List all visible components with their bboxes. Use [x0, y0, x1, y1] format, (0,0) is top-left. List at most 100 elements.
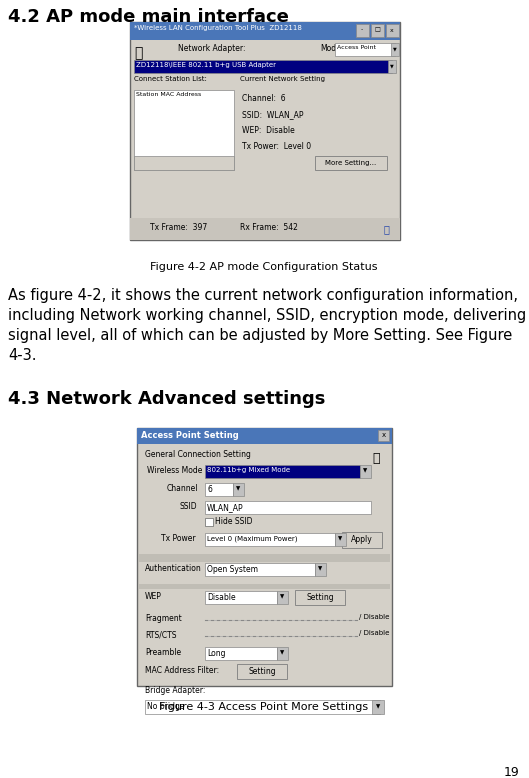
- Text: ▼: ▼: [376, 705, 380, 710]
- Text: Long: Long: [207, 649, 225, 658]
- Bar: [386, 24, 399, 37]
- Text: WEP:  Disable: WEP: Disable: [242, 126, 295, 135]
- Text: ▼: ▼: [393, 47, 397, 51]
- Text: including Network working channel, SSID, encryption mode, delivering: including Network working channel, SSID,…: [8, 308, 526, 323]
- Text: 4.2 AP mode main interface: 4.2 AP mode main interface: [8, 8, 289, 26]
- Bar: [205, 501, 371, 514]
- Text: Setting: Setting: [248, 668, 276, 677]
- Text: Setting: Setting: [306, 594, 334, 602]
- Text: WEP: WEP: [145, 592, 162, 601]
- Bar: [388, 60, 396, 73]
- Text: ▼: ▼: [363, 468, 367, 474]
- Text: Current Network Setting: Current Network Setting: [240, 76, 325, 82]
- Bar: [134, 156, 234, 170]
- Text: Tx Power: Tx Power: [161, 534, 196, 543]
- Text: WLAN_AP: WLAN_AP: [207, 503, 244, 512]
- Text: Figure 4-3 Access Point More Settings: Figure 4-3 Access Point More Settings: [159, 702, 369, 712]
- Text: No bridge: No bridge: [147, 702, 185, 711]
- Text: Station MAC Address: Station MAC Address: [136, 92, 201, 97]
- Text: ▼: ▼: [236, 486, 240, 492]
- Bar: [139, 584, 390, 589]
- Bar: [356, 24, 369, 37]
- Text: Tx Frame:  397: Tx Frame: 397: [150, 223, 207, 232]
- Text: Channel: Channel: [167, 484, 198, 493]
- Bar: [205, 647, 277, 660]
- Bar: [137, 428, 392, 444]
- Bar: [378, 430, 389, 441]
- Bar: [130, 22, 400, 240]
- Bar: [139, 554, 390, 562]
- Text: Hide SSID: Hide SSID: [215, 517, 252, 526]
- Text: ZD12118\IEEE 802.11 b+g USB Adapter: ZD12118\IEEE 802.11 b+g USB Adapter: [136, 62, 276, 68]
- Text: Mode:: Mode:: [320, 44, 343, 53]
- Bar: [137, 428, 392, 686]
- Bar: [335, 43, 395, 56]
- Bar: [277, 591, 288, 604]
- Bar: [371, 24, 384, 37]
- Bar: [360, 465, 371, 478]
- Text: Bridge Adapter:: Bridge Adapter:: [145, 686, 205, 695]
- Text: ▼: ▼: [318, 566, 322, 572]
- Text: Open System: Open System: [207, 565, 258, 574]
- Bar: [205, 533, 335, 546]
- Text: Disable: Disable: [207, 593, 235, 602]
- Bar: [205, 465, 360, 478]
- Text: ▼: ▼: [280, 650, 284, 656]
- Bar: [134, 170, 234, 184]
- Text: Authentication: Authentication: [145, 564, 202, 573]
- Text: x: x: [390, 27, 394, 33]
- Text: signal level, all of which can be adjusted by More Setting. See Figure: signal level, all of which can be adjust…: [8, 328, 512, 343]
- Text: 19: 19: [503, 766, 519, 778]
- Text: Wireless Mode: Wireless Mode: [147, 466, 203, 475]
- Text: RTS/CTS: RTS/CTS: [145, 630, 177, 639]
- Bar: [134, 60, 392, 73]
- Text: Figure 4-2 AP mode Configuration Status: Figure 4-2 AP mode Configuration Status: [150, 262, 378, 272]
- Text: Channel:  6: Channel: 6: [242, 94, 286, 103]
- Text: MAC Address Filter:: MAC Address Filter:: [145, 666, 219, 675]
- Text: / Disable: / Disable: [359, 614, 389, 620]
- Text: 4.3 Network Advanced settings: 4.3 Network Advanced settings: [8, 390, 325, 408]
- Text: More Setting...: More Setting...: [325, 160, 377, 166]
- Bar: [315, 156, 387, 170]
- Text: 802.11b+g Mixed Mode: 802.11b+g Mixed Mode: [207, 467, 290, 473]
- Bar: [391, 43, 399, 56]
- Bar: [145, 700, 380, 714]
- Bar: [130, 218, 400, 240]
- Text: ▼: ▼: [338, 537, 342, 541]
- Text: Network Adapter:: Network Adapter:: [178, 44, 245, 53]
- Text: Tx Power:  Level 0: Tx Power: Level 0: [242, 142, 311, 151]
- Bar: [205, 591, 277, 604]
- Text: 🖥: 🖥: [134, 46, 142, 60]
- Text: ⬥: ⬥: [383, 224, 389, 234]
- Text: Access Point Setting: Access Point Setting: [141, 431, 239, 440]
- Text: ▼: ▼: [280, 594, 284, 600]
- Text: □: □: [374, 27, 380, 33]
- Text: *Wireless LAN Configuration Tool Plus  ZD12118: *Wireless LAN Configuration Tool Plus ZD…: [134, 25, 302, 31]
- Text: 6: 6: [207, 485, 212, 494]
- Text: -: -: [361, 27, 363, 33]
- Bar: [295, 590, 345, 605]
- Text: / Disable: / Disable: [359, 630, 389, 636]
- Bar: [315, 563, 326, 576]
- Text: Rx Frame:  542: Rx Frame: 542: [240, 223, 298, 232]
- Text: SSID: SSID: [179, 502, 197, 511]
- Bar: [233, 483, 244, 496]
- Text: Apply: Apply: [351, 535, 373, 545]
- Text: Connect Station List:: Connect Station List:: [134, 76, 207, 82]
- Bar: [134, 90, 234, 170]
- Text: 4-3.: 4-3.: [8, 348, 37, 363]
- Text: Preamble: Preamble: [145, 648, 181, 657]
- Text: 📶: 📶: [372, 452, 380, 465]
- Text: x: x: [382, 432, 386, 438]
- Bar: [342, 532, 382, 548]
- Bar: [130, 22, 400, 40]
- Bar: [205, 483, 233, 496]
- Text: As figure 4-2, it shows the current network configuration information,: As figure 4-2, it shows the current netw…: [8, 288, 518, 303]
- Bar: [205, 518, 213, 526]
- Bar: [205, 563, 315, 576]
- Text: ▼: ▼: [390, 64, 394, 68]
- Text: General Connection Setting: General Connection Setting: [145, 450, 251, 459]
- Bar: [372, 700, 384, 714]
- Text: Access Point: Access Point: [337, 45, 376, 50]
- Bar: [237, 664, 287, 679]
